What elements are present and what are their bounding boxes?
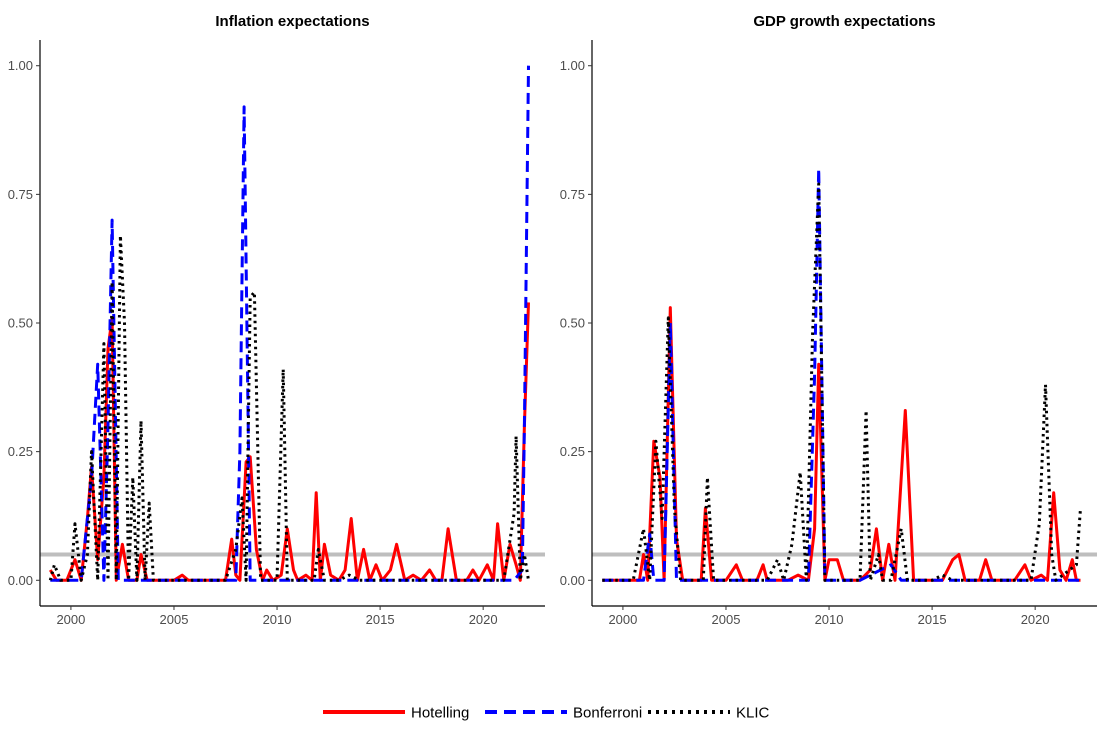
series-line-klic [602,182,1082,582]
y-tick-label: 1.00 [560,58,585,73]
legend-label-hotelling: Hotelling [411,705,469,722]
x-tick-label: 2010 [263,612,292,627]
x-tick-label: 2000 [56,612,85,627]
x-tick-label: 2020 [469,612,498,627]
x-tick-label: 2005 [712,612,741,627]
chart-title: GDP growth expectations [753,13,935,30]
y-tick-label: 0.25 [560,444,585,459]
x-tick-label: 2000 [608,612,637,627]
panel-gdp-growth: GDP growth expectations 0.00 0.25 0.50 0.75 1… [560,13,1097,627]
y-tick-label: 0.75 [560,187,585,202]
y-tick-label: 1.00 [8,58,33,73]
legend-label-bonferroni: Bonferroni [573,705,642,722]
y-tick-label: 0.00 [8,573,33,588]
series-line-hotelling [49,302,530,582]
y-tick-label: 0.50 [560,316,585,331]
x-tick-label: 2015 [918,612,947,627]
y-tick-label: 0.25 [8,444,33,459]
x-tick-label: 2020 [1021,612,1050,627]
legend-label-klic: KLIC [736,705,770,722]
x-tick-label: 2015 [366,612,395,627]
series-line-bonferroni [602,167,1081,582]
y-tick-label: 0.75 [8,187,33,202]
y-tick-label: 0.00 [560,573,585,588]
x-tick-label: 2010 [815,612,844,627]
panel-inflation: Inflation expectations 0.00 0.25 0.50 0.75 1.… [8,13,545,627]
legend: Hotelling Bonferroni KLIC [323,705,770,722]
chart-title: Inflation expectations [215,13,369,30]
series-line-hotelling [602,306,1081,582]
series-line-bonferroni [50,65,530,582]
y-tick-label: 0.50 [8,316,33,331]
series-line-klic [48,234,530,582]
x-tick-label: 2005 [160,612,189,627]
